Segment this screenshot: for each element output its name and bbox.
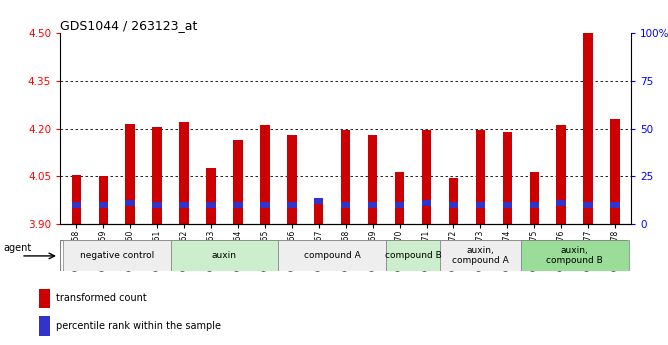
Bar [206, 202, 216, 208]
Bar [449, 178, 458, 224]
Text: auxin: auxin [212, 251, 237, 260]
Bar [206, 168, 216, 224]
Bar [260, 125, 270, 224]
Bar [611, 202, 620, 208]
Bar [279, 240, 386, 271]
Bar [260, 202, 270, 208]
Bar [395, 202, 404, 208]
Text: percentile rank within the sample: percentile rank within the sample [55, 321, 220, 331]
Bar [98, 202, 108, 208]
Bar [98, 176, 108, 224]
Text: transformed count: transformed count [55, 293, 146, 303]
Bar [449, 202, 458, 208]
Bar [341, 202, 351, 208]
Bar [530, 171, 539, 224]
Bar [583, 202, 593, 208]
Text: auxin,
compound A: auxin, compound A [452, 246, 509, 265]
Bar [422, 200, 432, 206]
Bar [314, 200, 323, 224]
Bar [583, 33, 593, 224]
Bar [476, 130, 485, 224]
Bar [556, 125, 566, 224]
Bar [71, 202, 81, 208]
Bar [126, 124, 135, 224]
Bar [556, 200, 566, 206]
Bar [170, 240, 279, 271]
Bar [476, 202, 485, 208]
Bar [521, 240, 629, 271]
Bar [502, 202, 512, 208]
Bar [39, 316, 49, 336]
Bar [341, 130, 351, 224]
Bar [314, 198, 323, 204]
Text: compound B: compound B [385, 251, 442, 260]
Bar [233, 140, 242, 224]
Text: GDS1044 / 263123_at: GDS1044 / 263123_at [60, 19, 198, 32]
Bar [502, 132, 512, 224]
Bar [530, 202, 539, 208]
Bar [152, 127, 162, 224]
Text: negative control: negative control [79, 251, 154, 260]
Bar [395, 171, 404, 224]
Text: auxin,
compound B: auxin, compound B [546, 246, 603, 265]
Bar [179, 122, 189, 224]
Bar [386, 240, 440, 271]
Bar [71, 175, 81, 224]
Bar [368, 202, 377, 208]
Text: compound A: compound A [304, 251, 361, 260]
Bar [422, 130, 432, 224]
Bar [611, 119, 620, 224]
Bar [63, 240, 170, 271]
Text: agent: agent [3, 244, 31, 254]
Bar [368, 135, 377, 224]
Bar [287, 135, 297, 224]
Bar [179, 202, 189, 208]
Bar [152, 202, 162, 208]
Bar [233, 202, 242, 208]
Bar [287, 202, 297, 208]
Bar [39, 289, 49, 308]
Bar [126, 200, 135, 206]
Bar [440, 240, 521, 271]
